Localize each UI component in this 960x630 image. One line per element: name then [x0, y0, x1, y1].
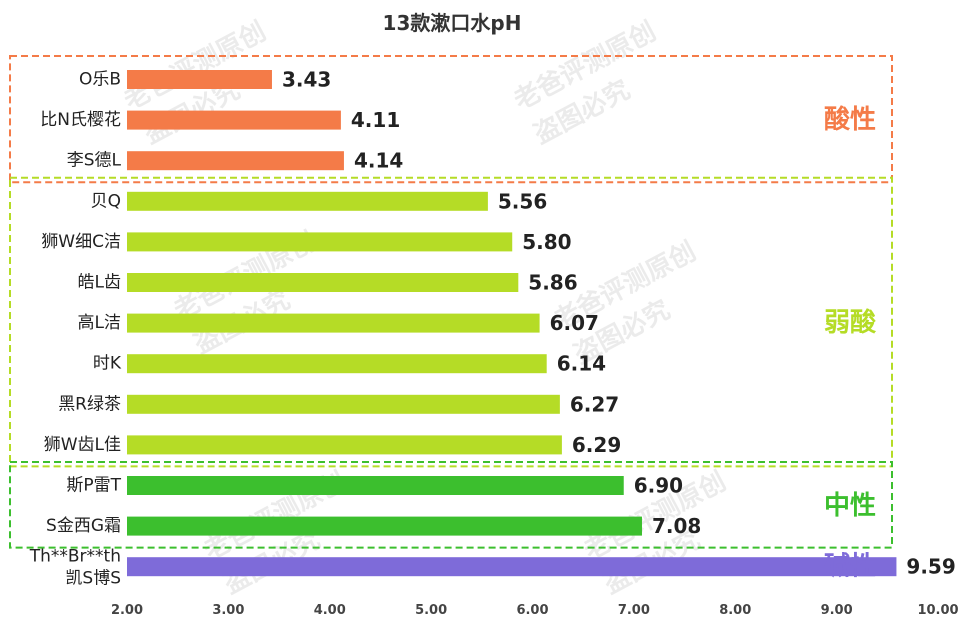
x-tick-label: 4.00 — [314, 603, 346, 618]
group-box — [9, 176, 893, 468]
category-label: 时K — [93, 354, 122, 374]
value-label: 6.27 — [570, 392, 619, 416]
value-label: 4.11 — [351, 108, 400, 132]
bar — [127, 435, 562, 455]
bar — [127, 232, 513, 252]
x-tick-label: 9.00 — [821, 603, 853, 618]
x-axis: 2.00 3.00 4.00 5.00 6.00 7.00 8.00 9.00 10.00 — [111, 603, 959, 618]
x-tick-label: 7.00 — [618, 603, 650, 618]
value-label: 3.43 — [282, 68, 331, 92]
group-boxes — [9, 55, 893, 549]
bar — [127, 70, 272, 89]
value-label: 6.07 — [550, 311, 599, 335]
x-tick-label: 3.00 — [212, 603, 244, 618]
category-label: Th**Br**th 凯S博S — [29, 547, 121, 589]
bar — [127, 354, 547, 374]
category-label: 狮W齿L佳 — [44, 435, 121, 455]
category-label: O乐B — [79, 70, 121, 90]
value-label: 6.14 — [557, 352, 606, 376]
group-box — [9, 55, 893, 184]
value-label: 5.80 — [522, 230, 571, 254]
x-tick-label: 5.00 — [415, 603, 447, 618]
bar — [127, 394, 560, 414]
bars: O乐B 3.43 比N氏樱花 4.11 李S德L 4.14 贝Q 5.56 狮W细C洁 5.80 皓… — [29, 68, 956, 589]
category-label: 贝Q — [91, 191, 121, 211]
category-label-line: Th**Br**th — [29, 547, 121, 567]
bar — [127, 151, 344, 171]
category-label: 皓L齿 — [78, 273, 121, 293]
category-label: 狮W细C洁 — [41, 232, 121, 252]
group-label: 中性 — [824, 491, 876, 521]
bar — [127, 191, 488, 211]
group-label: 碱性 — [824, 552, 876, 582]
category-label: 李S德L — [67, 151, 122, 171]
group-label: 酸性 — [824, 105, 876, 135]
watermark-layer: 老爸评测原创盗图必究老爸评测原创盗图必究老爸评测原创盗图必究老爸评测原创盗图必究… — [119, 16, 731, 600]
x-tick-label: 10.00 — [917, 603, 958, 618]
value-label: 4.14 — [354, 149, 403, 173]
bar — [127, 273, 519, 292]
value-label: 5.86 — [528, 271, 577, 295]
bar — [127, 110, 341, 130]
bar — [127, 557, 897, 577]
value-label: 6.29 — [572, 433, 621, 457]
category-label: 斯P雷T — [66, 476, 121, 496]
value-label: 7.08 — [652, 514, 701, 538]
chart-title: 13款漱口水pH — [383, 11, 522, 35]
bar — [127, 476, 624, 495]
x-tick-label: 8.00 — [719, 603, 751, 618]
x-tick-label: 6.00 — [516, 603, 548, 618]
category-label: S金西G霜 — [46, 516, 121, 536]
category-label: 高L洁 — [78, 313, 121, 333]
value-label: 6.90 — [634, 474, 683, 498]
category-label: 比N氏樱花 — [40, 110, 121, 130]
bar — [127, 516, 642, 536]
value-label: 9.59 — [906, 555, 955, 579]
group-box — [9, 461, 893, 549]
value-label: 5.56 — [498, 189, 547, 213]
category-label: 黑R绿茶 — [58, 394, 121, 414]
x-tick-label: 2.00 — [111, 603, 143, 618]
group-label: 弱酸 — [824, 308, 877, 338]
bar — [127, 313, 540, 333]
category-label-line: 凯S博S — [65, 569, 121, 589]
